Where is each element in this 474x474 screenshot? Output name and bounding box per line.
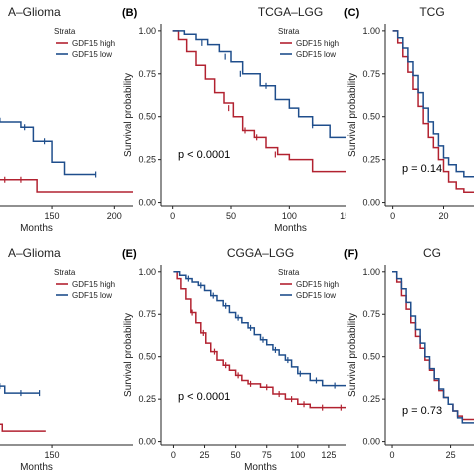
legend-title: Strata (54, 27, 76, 36)
legend-title: Strata (278, 27, 300, 36)
p-value-label: p < 0.0001 (178, 149, 230, 161)
y-tick-label: 0.25 (138, 394, 156, 404)
p-value-label: p < 0.0001 (178, 391, 230, 403)
survival-curve-high (0, 179, 133, 193)
p-value-label: p = 0.14 (402, 163, 442, 175)
y-tick-label: 1.00 (362, 26, 380, 36)
legend-entry: GDF15 high (296, 280, 339, 289)
y-tick-label: 0.00 (138, 437, 156, 447)
x-tick-label: 0 (171, 450, 176, 460)
legend-entry: GDF15 high (72, 280, 115, 289)
y-tick-label: 1.00 (362, 267, 380, 277)
x-tick-label: 150 (45, 450, 60, 460)
survival-curve-low (392, 271, 474, 424)
y-tick-label: 1.00 (138, 26, 156, 36)
legend-entry: GDF15 low (296, 291, 336, 300)
y-tick-label: 0.00 (362, 198, 380, 208)
survival-curve-low (0, 117, 96, 176)
panel-label: (C) (344, 7, 360, 19)
y-tick-label: 0.00 (138, 198, 156, 208)
legend-entry: GDF15 low (72, 291, 112, 300)
y-tick-label: 0.50 (362, 112, 380, 122)
x-tick-label: 150 (45, 211, 60, 221)
x-tick-label: 200 (398, 211, 413, 221)
y-tick-label: 0.25 (362, 155, 380, 165)
x-tick-label: 50 (231, 450, 241, 460)
y-axis-label: Survival probability (123, 73, 134, 157)
legend-entry: GDF15 low (72, 50, 112, 59)
y-tick-label: 0.50 (362, 352, 380, 362)
y-tick-label: 0.00 (362, 437, 380, 447)
legend-title: Strata (54, 268, 76, 277)
x-tick-label: 100 (282, 211, 297, 221)
chart-title: A–Glioma (8, 246, 61, 260)
y-axis-label: Survival probability (347, 73, 358, 157)
chart-title: CG (423, 246, 441, 260)
y-tick-label: 1.00 (138, 267, 156, 277)
x-tick-label: 0 (170, 211, 175, 221)
x-axis-label: Months (20, 223, 53, 234)
x-tick-label: 100 (290, 450, 305, 460)
y-tick-label: 0.50 (138, 112, 156, 122)
survival-curve-low (173, 271, 346, 387)
x-axis-label: Months (274, 223, 307, 234)
y-tick-label: 0.75 (362, 69, 380, 79)
y-axis-label: Survival probability (347, 313, 358, 397)
y-tick-label: 0.75 (138, 69, 156, 79)
x-tick-label: 50 (226, 211, 236, 221)
survival-curve-low (172, 30, 346, 139)
survival-curve-high (392, 271, 474, 421)
x-tick-label: 75 (262, 450, 272, 460)
legend-entry: GDF15 high (296, 39, 339, 48)
panel-b: 0 50 100 150 200 0.00 0.25 0.50 0.75 1.00 Months Su… (122, 5, 413, 234)
x-axis-label: Months (20, 462, 53, 473)
x-tick-label: 0 (390, 450, 395, 460)
chart-title: TCG (419, 5, 444, 19)
survival-curve-low (392, 30, 474, 178)
survival-curve-high (0, 423, 46, 432)
y-tick-label: 0.75 (138, 309, 156, 319)
x-axis-label: Months (244, 462, 277, 473)
y-tick-label: 0.25 (362, 394, 380, 404)
legend-entry: GDF15 high (72, 39, 115, 48)
legend-title: Strata (278, 268, 300, 277)
x-tick-label: 20 (438, 211, 448, 221)
x-tick-label: 0 (390, 211, 395, 221)
p-value-label: p = 0.73 (402, 405, 442, 417)
chart-title: CGGA–LGG (227, 246, 294, 260)
panel-e: 0 25 50 75 100 125 0.00 0.25 0.50 0.75 1.00 Months S… (122, 246, 346, 473)
panel-f: 0 25 0.00 0.25 0.50 0.75 1.00 Survival probabil… (344, 246, 474, 460)
chart-title: A–Glioma (8, 5, 61, 19)
survival-curve-low (0, 385, 40, 394)
panel-label: (B) (122, 7, 138, 19)
survival-curve-high (172, 30, 346, 173)
legend-entry: GDF15 low (296, 50, 336, 59)
chart-title: TCGA–LGG (258, 5, 323, 19)
y-tick-label: 0.25 (138, 155, 156, 165)
survival-curve-high (392, 30, 474, 194)
x-tick-label: 25 (200, 450, 210, 460)
y-tick-label: 0.75 (362, 309, 380, 319)
x-tick-label: 125 (321, 450, 336, 460)
y-tick-label: 0.50 (138, 352, 156, 362)
panel-c: 0 20 0.00 0.25 0.50 0.75 1.00 Survival probabil… (344, 5, 474, 221)
panel-label: (F) (344, 248, 358, 260)
x-tick-label: 200 (107, 211, 122, 221)
panel-label: (E) (122, 248, 137, 260)
x-tick-label: 150 (340, 211, 355, 221)
y-axis-label: Survival probability (123, 313, 134, 397)
x-tick-label: 25 (446, 450, 456, 460)
